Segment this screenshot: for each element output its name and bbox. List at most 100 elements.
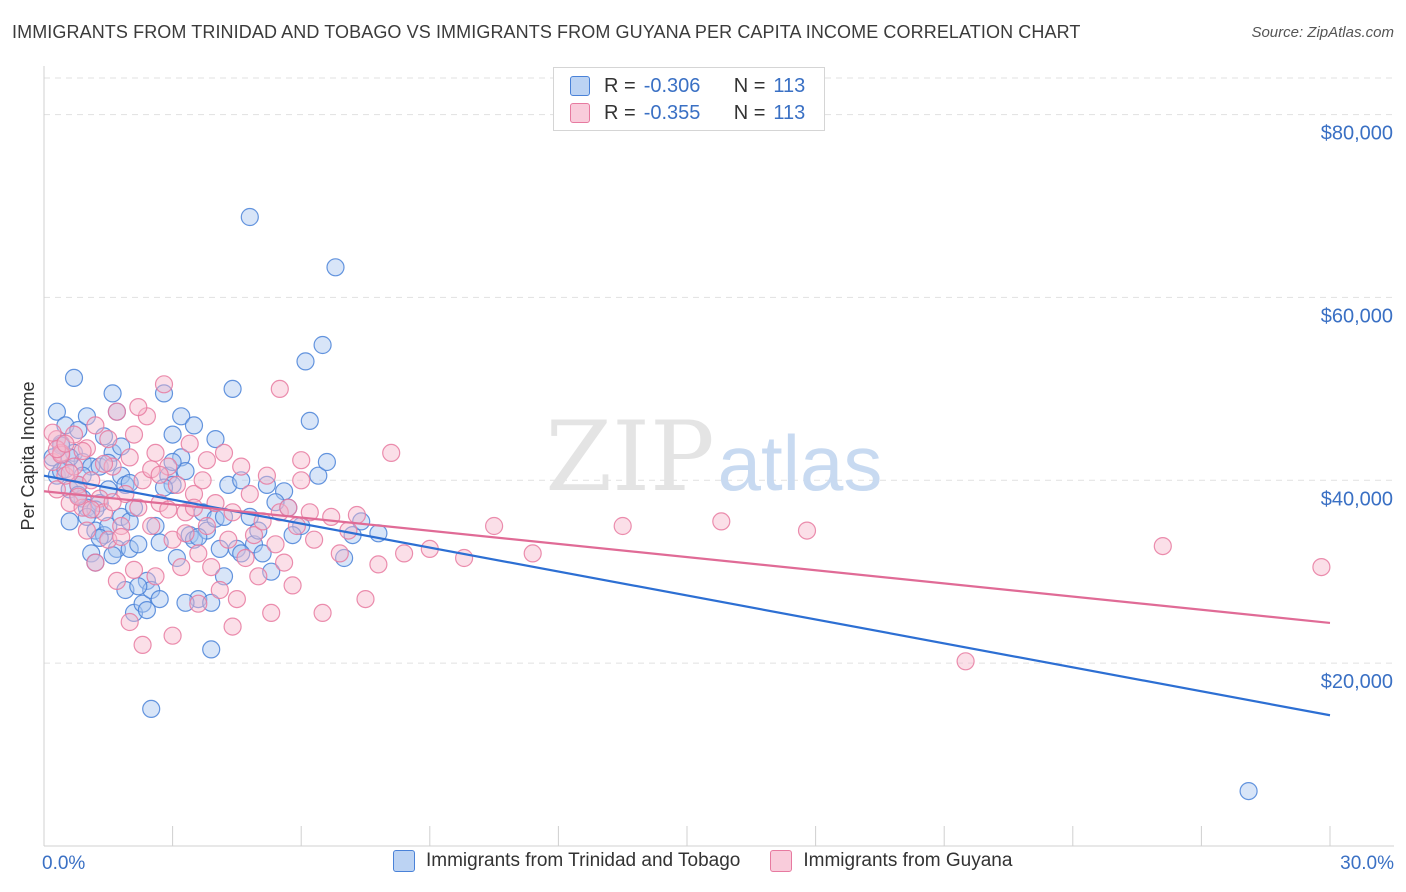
data-point (223, 617, 242, 636)
data-point (797, 521, 817, 540)
data-point (219, 530, 238, 549)
data-point (167, 548, 186, 568)
data-point (214, 567, 234, 586)
data-point (313, 603, 332, 623)
y-tick-label: $20,000 (1321, 671, 1393, 693)
n-label: N = (733, 74, 766, 97)
data-point (184, 416, 204, 435)
data-point (129, 398, 148, 417)
axis-labels: $20,000 $40,000 $60,000 $80,000 0.0% 30.0% Per… (18, 123, 1394, 874)
data-point (47, 402, 67, 421)
data-point (1312, 557, 1331, 577)
data-point (180, 434, 199, 453)
data-point (249, 567, 268, 586)
data-point (313, 335, 332, 355)
data-point (712, 512, 731, 531)
data-point (189, 594, 208, 613)
data-point (172, 407, 191, 426)
watermark-zip: ZIP (545, 401, 714, 513)
data-point (154, 384, 174, 403)
data-point (176, 503, 195, 522)
data-point (257, 466, 276, 485)
data-point (103, 493, 122, 512)
stats-legend: R = -0.306 N = 113 R = -0.355 N = 113 (553, 67, 825, 131)
data-point (300, 411, 319, 430)
stats-swatch-blue (570, 76, 590, 96)
data-point (120, 512, 139, 531)
data-point (296, 352, 315, 371)
data-point (369, 555, 388, 574)
data-point (124, 425, 144, 444)
data-point (317, 452, 336, 472)
y-tick-label: $80,000 (1321, 123, 1393, 145)
legend-item-trinidad[interactable]: Immigrants from Trinidad and Tobago (393, 850, 740, 872)
x-tick-label-min: 0.0% (42, 853, 85, 874)
data-point (146, 567, 165, 586)
data-point (73, 441, 92, 461)
data-point (86, 553, 105, 572)
data-point (292, 451, 311, 470)
data-point (485, 516, 504, 536)
data-point (172, 448, 191, 467)
r-label: R = (604, 74, 636, 97)
data-point (163, 425, 182, 444)
data-point (197, 451, 216, 470)
series-legend: Immigrants from Trinidad and Tobago Immi… (393, 850, 1042, 872)
trend-lines (43, 474, 1331, 717)
data-point (60, 512, 79, 531)
data-point (283, 525, 302, 545)
data-point (206, 430, 225, 449)
data-point (240, 484, 259, 504)
legend-label: Immigrants from Guyana (803, 850, 1013, 871)
data-point (193, 471, 212, 490)
data-point (103, 384, 122, 403)
legend-item-guyana[interactable]: Immigrants from Guyana (770, 850, 1012, 872)
data-point (236, 548, 255, 568)
data-point (275, 553, 294, 572)
data-point (172, 557, 191, 577)
n-value: 113 (773, 74, 806, 97)
data-point (86, 416, 105, 435)
data-point (240, 207, 259, 227)
data-points (43, 207, 1331, 801)
data-point (77, 521, 97, 540)
data-point (266, 535, 285, 554)
data-point (150, 465, 169, 484)
data-point (223, 379, 242, 398)
stats-row-blue: R = -0.306 N = 113 (570, 73, 805, 99)
data-point (99, 430, 118, 449)
data-point (112, 527, 131, 547)
data-point (142, 699, 161, 719)
data-point (356, 589, 375, 609)
data-point (279, 498, 298, 517)
trend-line-blue (43, 474, 1331, 717)
data-point (176, 462, 195, 481)
data-point (283, 576, 302, 595)
data-point (210, 580, 229, 600)
data-point (309, 466, 328, 485)
data-point (146, 443, 165, 462)
y-tick-label: $40,000 (1321, 488, 1393, 510)
data-point (287, 516, 306, 536)
data-point (129, 577, 148, 596)
grid-lines (44, 77, 1394, 664)
data-point (82, 544, 101, 563)
r-value: -0.306 (643, 74, 701, 97)
n-value: 113 (773, 101, 806, 124)
stats-swatch-pink (570, 103, 590, 123)
data-point (232, 457, 251, 476)
data-point (176, 524, 195, 543)
data-point (184, 484, 204, 504)
data-point (154, 375, 174, 394)
data-point (244, 525, 264, 545)
legend-swatch-blue (393, 850, 415, 872)
data-point (120, 448, 139, 467)
data-point (253, 544, 272, 563)
data-point (69, 487, 88, 506)
data-point (129, 498, 148, 517)
data-point (326, 258, 345, 277)
data-point (120, 612, 139, 632)
data-point (956, 652, 975, 671)
data-point (1239, 781, 1258, 801)
